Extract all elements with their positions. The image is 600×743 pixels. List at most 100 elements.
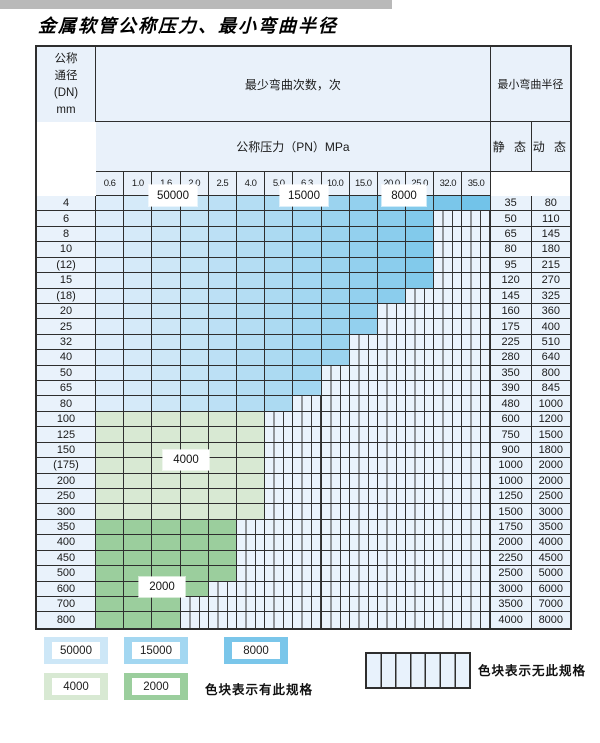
- dynamic-radius-value: 2000: [531, 473, 570, 490]
- no-spec-cell: [321, 489, 350, 505]
- no-spec-cell: [349, 489, 378, 505]
- no-spec-cell: [406, 612, 435, 628]
- spec-cell: [236, 350, 266, 366]
- dynamic-radius-value: 3500: [531, 519, 570, 536]
- table-row: 400 2000 4000: [37, 535, 570, 551]
- static-header-cell: 静 态: [490, 122, 532, 172]
- spec-cell: [152, 396, 181, 412]
- table-row: 20 160 360: [37, 303, 570, 320]
- static-radius-value: 350: [490, 365, 532, 382]
- pressure-radius-table: 公称 通径 (DN) mm 最少弯曲次数，次 最小弯曲半径 公称压力（PN）MPa 静…: [35, 45, 572, 630]
- no-spec-cell: [265, 581, 294, 597]
- no-spec-cell: [265, 427, 294, 443]
- spec-cell: [180, 303, 209, 320]
- dn-value: 800: [37, 612, 96, 628]
- no-spec-cell: [462, 319, 491, 335]
- static-radius-value: 65: [490, 226, 532, 243]
- spec-cell: [293, 211, 322, 227]
- spec-cell: [208, 504, 237, 520]
- spec-cell: [208, 211, 237, 227]
- table-row: (12) 95 215: [37, 257, 570, 274]
- spec-cell: [96, 273, 125, 289]
- no-spec-cell: [321, 566, 350, 582]
- no-spec-cell: [434, 273, 463, 289]
- spec-cell: [265, 211, 294, 227]
- no-spec-cell: [236, 550, 266, 567]
- dynamic-radius-value: 180: [531, 242, 570, 258]
- no-spec-cell: [293, 550, 322, 567]
- dynamic-radius-value: 4000: [531, 535, 570, 551]
- no-spec-cell: [434, 596, 463, 613]
- spec-cell: [321, 288, 350, 304]
- dn-value: 700: [37, 596, 96, 613]
- spec-cell: [124, 350, 153, 366]
- no-spec-cell: [265, 473, 294, 490]
- no-spec-cell: [434, 504, 463, 520]
- legend-swatch-2000: 2000: [124, 673, 188, 700]
- no-spec-cell: [293, 427, 322, 443]
- no-spec-cell: [377, 581, 407, 597]
- spec-cell: [236, 411, 266, 428]
- no-spec-cell: [434, 334, 463, 351]
- static-radius-value: 50: [490, 211, 532, 227]
- header-row-2: 公称压力（PN）MPa 静 态 动 态: [37, 122, 570, 172]
- no-spec-cell: [321, 458, 350, 474]
- legend-swatch-4000: 4000: [44, 673, 108, 700]
- spec-cell: [208, 226, 237, 243]
- dn-value: 32: [37, 334, 96, 351]
- no-spec-cell: [462, 489, 491, 505]
- table-row: 100 600 1200: [37, 411, 570, 428]
- top-gray-bar: [0, 0, 392, 9]
- dynamic-radius-value: 80: [531, 196, 570, 212]
- static-radius-value: 1750: [490, 519, 532, 536]
- table-row: (175) 1000 2000: [37, 458, 570, 474]
- spec-cell: [124, 211, 153, 227]
- spec-cell: [208, 273, 237, 289]
- legend-no-spec-text: 色块表示无此规格: [478, 664, 587, 678]
- spec-cell: [349, 211, 378, 227]
- spec-cell: [124, 334, 153, 351]
- spec-cell: [152, 411, 181, 428]
- dn-value: 250: [37, 489, 96, 505]
- spec-cell: [208, 550, 237, 567]
- spec-cell: [265, 242, 294, 258]
- dynamic-radius-value: 1200: [531, 411, 570, 428]
- dn-value: 8: [37, 226, 96, 243]
- no-spec-cell: [321, 411, 350, 428]
- dn-value: 300: [37, 504, 96, 520]
- spec-cell: [152, 288, 181, 304]
- dynamic-radius-value: 510: [531, 334, 570, 351]
- no-spec-cell: [434, 473, 463, 490]
- spec-cell: [180, 319, 209, 335]
- no-spec-cell: [462, 473, 491, 490]
- spec-cell: [377, 242, 407, 258]
- static-radius-value: 160: [490, 303, 532, 320]
- spec-cell: [152, 427, 181, 443]
- spec-cell: [96, 196, 125, 212]
- static-radius-value: 390: [490, 381, 532, 397]
- spec-cell: [180, 581, 209, 597]
- dynamic-radius-value: 1800: [531, 442, 570, 459]
- spec-cell: [180, 334, 209, 351]
- no-spec-cell: [406, 535, 435, 551]
- spec-cell: [96, 504, 125, 520]
- legend-label-2000: 2000: [132, 678, 180, 695]
- spec-cell: [406, 257, 435, 274]
- table-row: 40 280 640: [37, 350, 570, 366]
- no-spec-cell: [265, 458, 294, 474]
- spec-cell: [180, 566, 209, 582]
- spec-cell: [293, 381, 322, 397]
- no-spec-cell: [293, 535, 322, 551]
- static-radius-value: 2500: [490, 566, 532, 582]
- no-spec-cell: [349, 442, 378, 459]
- no-spec-cell: [236, 519, 266, 536]
- no-spec-cell: [377, 427, 407, 443]
- static-radius-value: 600: [490, 411, 532, 428]
- legend-label-50000: 50000: [52, 642, 100, 659]
- spec-cell: [406, 226, 435, 243]
- dn-value: 25: [37, 319, 96, 335]
- no-spec-cell: [462, 288, 491, 304]
- no-spec-cell: [434, 381, 463, 397]
- spec-cell: [208, 519, 237, 536]
- no-spec-cell: [208, 612, 237, 628]
